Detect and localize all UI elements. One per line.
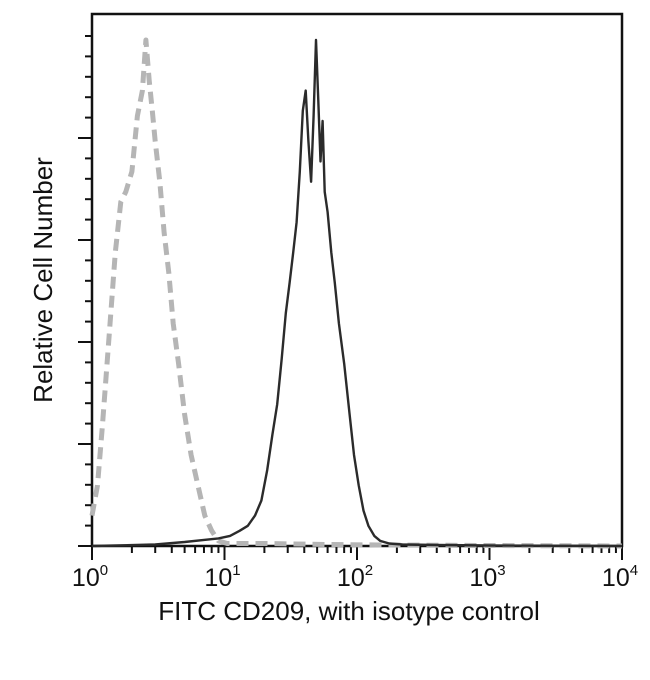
x-tick-label: 101	[204, 562, 240, 592]
x-tick-label-exponent: 2	[365, 562, 373, 579]
x-tick-label: 104	[602, 562, 638, 592]
x-tick-label-base: 10	[204, 564, 232, 592]
x-tick-label: 103	[469, 562, 505, 592]
isotype-control-line	[89, 37, 623, 549]
y-axis-title: Relative Cell Number	[28, 157, 58, 403]
plot-frame	[90, 12, 624, 548]
x-tick-label-exponent: 3	[497, 562, 505, 579]
x-tick-label-base: 10	[337, 564, 365, 592]
series-layer	[89, 37, 623, 549]
x-tick-label-base: 10	[602, 564, 630, 592]
cd209-line	[91, 38, 623, 548]
x-tick-label-exponent: 0	[100, 562, 108, 579]
x-tick-label: 100	[72, 562, 108, 592]
x-tick-label-base: 10	[469, 564, 497, 592]
x-tick-label-base: 10	[72, 564, 100, 592]
x-axis-tick-labels: 100 101 102 103 104	[72, 562, 638, 592]
y-axis-ticks	[78, 35, 92, 547]
x-tick-label: 102	[337, 562, 373, 592]
x-tick-label-exponent: 1	[232, 562, 240, 579]
x-tick-label-exponent: 4	[630, 562, 638, 579]
x-axis-title: FITC CD209, with isotype control	[158, 596, 539, 626]
